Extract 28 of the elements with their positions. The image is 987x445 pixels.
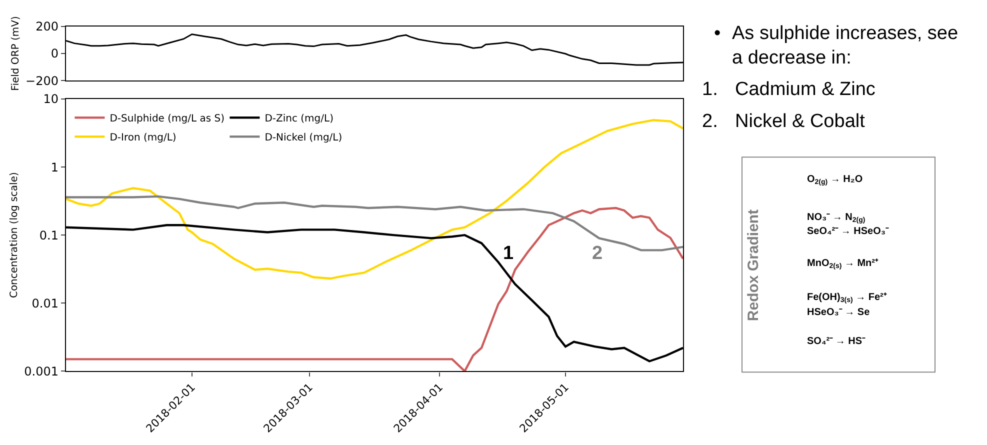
text: HSeO₃⁻ → Se [807, 307, 870, 318]
y-axis-title: Concentration (log scale) [9, 172, 20, 298]
text: 2. Nickel & Cobalt [702, 111, 866, 132]
legend-label: D-Nickel (mg/L) [264, 132, 342, 144]
y-tick-label: 1 [50, 160, 58, 174]
y-tick-label: 0.001 [24, 364, 58, 378]
text: SO₄²⁻ → HS⁻ [807, 336, 866, 347]
y-tick-label: 0 [50, 46, 58, 61]
text: Fe(OH)$_{3(s)}$ → Fe²⁺ [807, 292, 888, 304]
legend-label: D-Zinc (mg/L) [264, 113, 334, 124]
y-tick-label: 10 [43, 92, 58, 106]
text: • As sulphide increases, see a decrease in: [714, 23, 958, 69]
y-tick-label: 200 [36, 20, 58, 34]
text: Redox Gradient [744, 209, 762, 322]
y-tick-label: 0.1 [39, 228, 58, 242]
y-tick-label: 0.01 [32, 296, 58, 310]
annotation: 2 [592, 243, 603, 264]
text: O$_{2(g)}$ → H₂O [807, 174, 863, 186]
text: MnO$_{2(s)}$ → Mn²⁺ [807, 258, 879, 270]
legend-label: D-Sulphide (mg/L as S) [110, 113, 225, 124]
legend-label: D-Iron (mg/L) [110, 132, 176, 144]
text: SeO₄²⁻ → HSeO₃⁻ [807, 226, 890, 237]
annotation: 1 [503, 243, 514, 264]
text: NO₃⁻ → N$_{2(g)}$ [807, 212, 866, 224]
line-series [66, 206, 683, 372]
y-axis-title: Field ORP (mV) [10, 16, 22, 91]
y-tick-label: −200 [26, 74, 58, 88]
text: 1. Cadmium & Zinc [702, 79, 876, 100]
